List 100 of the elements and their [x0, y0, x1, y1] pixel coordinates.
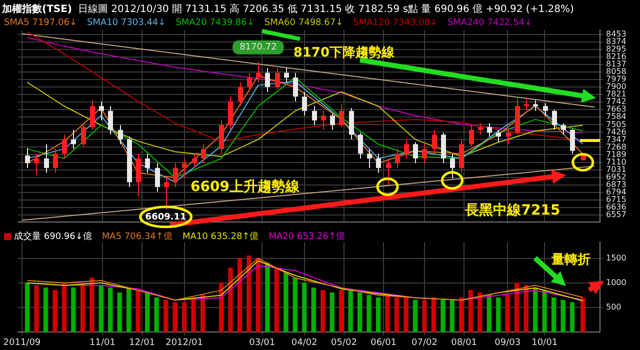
bar	[182, 302, 187, 332]
candlestick	[330, 113, 335, 130]
annotation: 6609.11	[145, 212, 186, 222]
bar	[80, 282, 85, 332]
candlestick	[469, 124, 474, 147]
candlestick	[506, 129, 511, 145]
candlestick	[219, 120, 224, 154]
y-tick-label: 7347	[606, 134, 626, 144]
bar	[163, 300, 168, 332]
bar	[514, 282, 520, 332]
bar	[394, 297, 400, 332]
text: MA5 706.34↑億	[102, 230, 172, 243]
candlestick	[53, 148, 58, 174]
y-tick-label: 500	[606, 302, 622, 312]
bar	[580, 298, 586, 332]
y-tick-label: 7663	[606, 104, 626, 114]
candlestick	[99, 100, 104, 121]
x-tick-label: 04/02	[291, 338, 318, 348]
text: SMA120 7343.08↓	[353, 18, 438, 28]
bar	[71, 288, 76, 332]
y-tick-label: 8216	[606, 52, 626, 62]
bar	[218, 282, 224, 332]
x-tick-label: 2012/01	[166, 338, 203, 348]
candlestick	[570, 128, 575, 154]
candlestick	[395, 148, 400, 168]
candlestick	[284, 68, 289, 83]
bar	[302, 282, 307, 332]
y-tick-label: 1000	[606, 278, 626, 287]
bar	[422, 300, 427, 332]
candlestick	[413, 142, 418, 164]
bar	[274, 268, 279, 332]
x-tick-label: 12/01	[129, 338, 156, 348]
candlestick	[44, 144, 49, 174]
bar	[440, 300, 446, 332]
candlestick	[561, 122, 566, 136]
bar	[431, 297, 436, 332]
bar	[43, 288, 48, 332]
bar	[404, 297, 408, 332]
bar	[265, 262, 270, 332]
candlestick	[145, 153, 150, 174]
candlestick	[441, 132, 446, 164]
candlestick	[71, 129, 76, 150]
y-tick-label: 7900	[606, 82, 626, 92]
bar	[376, 297, 381, 332]
candlestick	[192, 153, 197, 168]
bar	[496, 297, 501, 332]
candlestick	[422, 144, 427, 164]
bar	[90, 278, 94, 332]
candlestick	[552, 109, 557, 130]
bar	[200, 294, 206, 332]
x-tick-label: 03/01	[249, 338, 276, 348]
candlestick	[459, 138, 464, 174]
text: SMA20 7439.86↓	[176, 18, 254, 28]
x-tick-label: 08/01	[451, 338, 478, 348]
y-tick-label: 6873	[606, 180, 626, 189]
candlestick	[478, 122, 483, 136]
candlestick	[432, 129, 437, 154]
bar	[154, 297, 159, 332]
candlestick	[256, 60, 261, 83]
y-tick-label: 7268	[606, 142, 626, 152]
y-tick-label: 8295	[606, 44, 626, 54]
candlestick	[136, 153, 141, 198]
candlestick	[339, 104, 344, 128]
bar	[311, 288, 316, 332]
x-tick-label: 10/01	[532, 338, 558, 348]
bar	[228, 268, 233, 332]
y-tick-label: 7979	[606, 74, 626, 84]
annotation: 長黑中線7215	[464, 202, 560, 218]
x-tick-label: 06/01	[370, 338, 397, 348]
y-tick-label: 7031	[606, 164, 626, 174]
candlestick	[238, 82, 243, 107]
bar	[34, 285, 39, 332]
candlestick	[533, 100, 538, 112]
candlestick	[228, 96, 233, 130]
bar	[284, 272, 288, 332]
bar	[237, 258, 242, 332]
candlestick	[487, 122, 492, 138]
y-tick-label: 6794	[606, 187, 626, 196]
y-tick-label: 8453	[606, 30, 626, 39]
y-tick-label: 6715	[606, 194, 626, 204]
legend-label: 成交量 690.96↓億	[13, 230, 92, 243]
y-tick-label: 1500	[606, 253, 626, 262]
chart-title: 加權指數(TSE)	[2, 4, 72, 15]
candlestick	[358, 132, 363, 159]
candlestick	[302, 91, 307, 116]
candlestick	[376, 153, 381, 174]
candlestick	[312, 106, 317, 126]
bar	[357, 292, 362, 332]
text: SMA60 7498.67↓	[264, 18, 344, 28]
candlestick	[34, 153, 39, 176]
chart-subtitle: 日線圖 2012/10/30 開 7131.15 高 7206.35 低 7131.15 收 7182.59 s點 量 690.96 億 +90.92 (+1.28%)	[78, 4, 574, 15]
candlestick	[275, 68, 280, 90]
y-tick-label: 7426	[606, 127, 626, 136]
bar	[450, 300, 455, 332]
bar	[136, 290, 140, 332]
bar	[52, 290, 58, 332]
bar	[256, 258, 261, 332]
candlestick	[293, 72, 298, 102]
annotation: 6609上升趨勢線	[190, 178, 300, 196]
candlestick	[173, 162, 178, 188]
